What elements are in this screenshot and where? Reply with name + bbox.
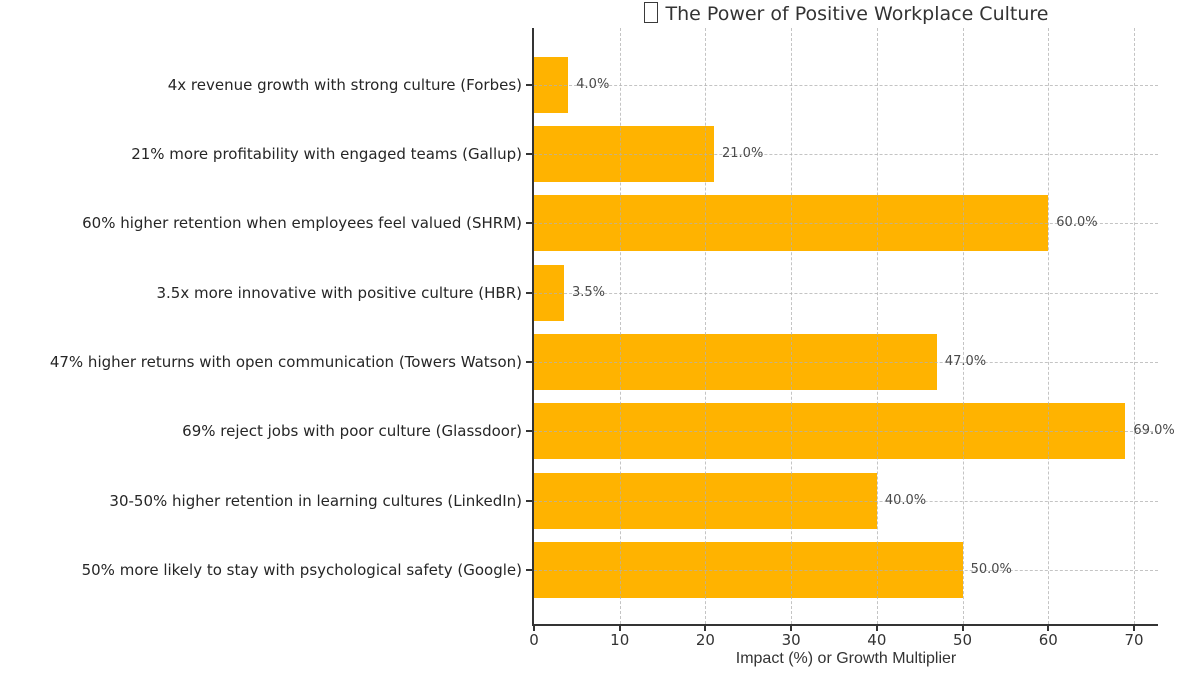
bar-value-label: 4.0% (576, 76, 610, 92)
y-tick-mark (526, 153, 532, 156)
bar-value-label: 21.0% (722, 146, 764, 162)
category-label: 50% more likely to stay with psychologic… (81, 560, 522, 579)
gridline-horizontal (534, 362, 1158, 364)
y-tick-mark (526, 291, 532, 294)
x-axis-label: Impact (%) or Growth Multiplier (735, 650, 957, 667)
category-label: 60% higher retention when employees feel… (82, 214, 522, 233)
x-tick-label: 30 (781, 631, 801, 649)
bar-value-label: 69.0% (1133, 423, 1175, 439)
x-axis-spine (532, 624, 1158, 626)
x-tick-mark (704, 626, 707, 631)
gridline-vertical (705, 28, 707, 624)
missing-glyph-box-icon (643, 2, 658, 23)
x-tick-label: 60 (1038, 631, 1058, 649)
x-tick-label: 40 (867, 631, 887, 649)
y-tick-mark (526, 430, 532, 433)
x-tick-label: 0 (529, 631, 539, 649)
y-tick-mark (526, 361, 532, 364)
gridline-horizontal (534, 154, 1158, 156)
gridline-horizontal (534, 500, 1158, 502)
x-tick-label: 20 (695, 631, 715, 649)
category-label: 69% reject jobs with poor culture (Glass… (182, 422, 522, 441)
category-label: 47% higher returns with open communicati… (49, 353, 522, 372)
gridline-horizontal (534, 84, 1158, 86)
y-tick-mark (526, 222, 532, 225)
y-tick-mark (526, 83, 532, 86)
plot-area: 4.0% 21.0% 60.0% 3.5% 47.0% 69.0% 40.0% 50.0% (526, 28, 1175, 626)
bar-value-label: 50.0% (970, 561, 1012, 577)
gridline-vertical (791, 28, 793, 624)
x-tick-mark (1133, 626, 1135, 631)
gridline-horizontal (534, 431, 1158, 433)
x-tick-mark (618, 626, 621, 631)
category-label: 4x revenue growth with strong culture (F… (167, 75, 522, 94)
y-tick-mark (526, 568, 532, 571)
y-axis-spine (532, 28, 534, 626)
category-label: 30-50% higher retention in learning cult… (109, 491, 522, 510)
x-tick-mark (533, 626, 535, 631)
y-tick-mark (526, 499, 532, 502)
x-tick-mark (961, 626, 964, 631)
y-axis-labels: 4x revenue growth with strong culture (F… (0, 28, 522, 624)
chart-title: The Power of Positive Workplace Culture (534, 2, 1158, 25)
gridline-vertical (876, 28, 878, 624)
gridline-vertical (962, 28, 964, 624)
bar-value-label: 40.0% (884, 492, 927, 508)
bar-value-label: 47.0% (944, 354, 987, 370)
gridline-horizontal (534, 569, 1158, 571)
bar-value-label: 60.0% (1056, 215, 1098, 231)
category-label: 3.5x more innovative with positive cultu… (156, 283, 522, 302)
x-axis-ticks: 0 10 20 30 40 50 60 70 (529, 626, 1158, 652)
x-tick-mark (875, 626, 878, 631)
gridline-vertical (1134, 28, 1135, 624)
x-tick-mark (790, 626, 793, 631)
gridline-horizontal (534, 223, 1158, 225)
x-tick-label: 10 (610, 631, 630, 649)
gridline-vertical (619, 28, 621, 624)
x-tick-label: 70 (1124, 631, 1144, 649)
gridline-vertical (1048, 28, 1050, 624)
x-tick-mark (1047, 626, 1050, 631)
gridline-horizontal (534, 292, 1158, 294)
bar-value-label: 3.5% (572, 284, 606, 300)
x-tick-label: 50 (953, 631, 973, 649)
category-label: 21% more profitability with engaged team… (131, 145, 522, 164)
chart-title-text: The Power of Positive Workplace Culture (665, 3, 1049, 25)
